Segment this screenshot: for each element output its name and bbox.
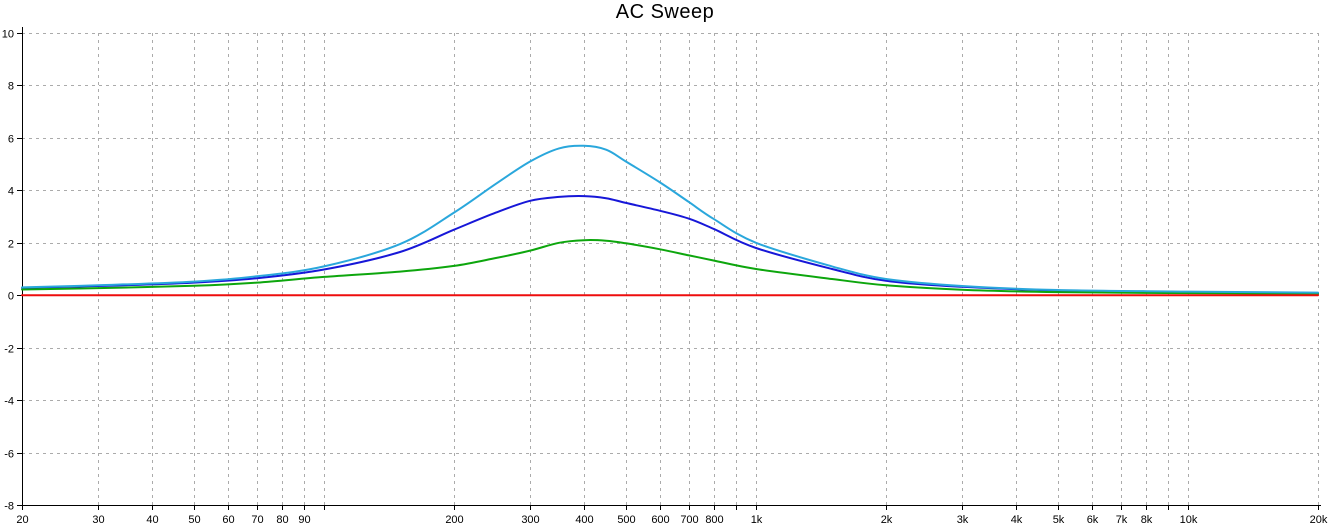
y-tick-label: -4 <box>4 396 14 408</box>
x-tick-label: 300 <box>521 514 539 526</box>
x-tick-label: 500 <box>617 514 635 526</box>
x-tick-label: 20 <box>16 514 28 526</box>
x-tick-label: 90 <box>298 514 310 526</box>
x-tick-label: 30 <box>92 514 104 526</box>
x-tick-label: 200 <box>445 514 463 526</box>
gridlines <box>22 33 1319 505</box>
y-tick-label: 4 <box>8 186 14 198</box>
y-tick-label: -2 <box>4 344 14 356</box>
x-tick-label: 80 <box>276 514 288 526</box>
x-tick-label: 7k <box>1116 514 1128 526</box>
y-tick-label: -8 <box>4 501 14 513</box>
x-tick-label: 600 <box>651 514 669 526</box>
y-tick-label: 0 <box>8 291 14 303</box>
x-tick-label: 700 <box>680 514 698 526</box>
chart-title: AC Sweep <box>615 1 715 23</box>
x-tick-label: 50 <box>188 514 200 526</box>
y-tick-label: 10 <box>2 29 14 41</box>
x-tick-label: 40 <box>146 514 158 526</box>
x-tick-label: 800 <box>705 514 723 526</box>
trace-cyan <box>21 144 1319 294</box>
x-tick-label: 60 <box>222 514 234 526</box>
x-tick-label: 3k <box>957 514 969 526</box>
x-tick-label: 4k <box>1011 514 1023 526</box>
x-tick-label: 20k <box>1310 514 1328 526</box>
x-tick-label: 6k <box>1087 514 1099 526</box>
trace-blue <box>21 195 1319 295</box>
x-tick-label: 400 <box>575 514 593 526</box>
x-tick-label: 10k <box>1180 514 1198 526</box>
x-tick-label: 8k <box>1141 514 1153 526</box>
x-tick-label: 1k <box>751 514 763 526</box>
y-tick-label: 2 <box>8 239 14 251</box>
x-tick-label: 70 <box>251 514 263 526</box>
tick-labels: 20 30 40 50 60 70 80 90 200 300 400 500 600 700 800 1k 2… <box>2 29 1328 527</box>
y-tick-label: 8 <box>8 81 14 93</box>
y-tick-label: 6 <box>8 134 14 146</box>
trace-green <box>21 239 1319 295</box>
x-tick-label: 2k <box>881 514 893 526</box>
x-tick-label: 5k <box>1053 514 1065 526</box>
axes <box>17 27 1321 510</box>
y-tick-label: -6 <box>4 449 14 461</box>
